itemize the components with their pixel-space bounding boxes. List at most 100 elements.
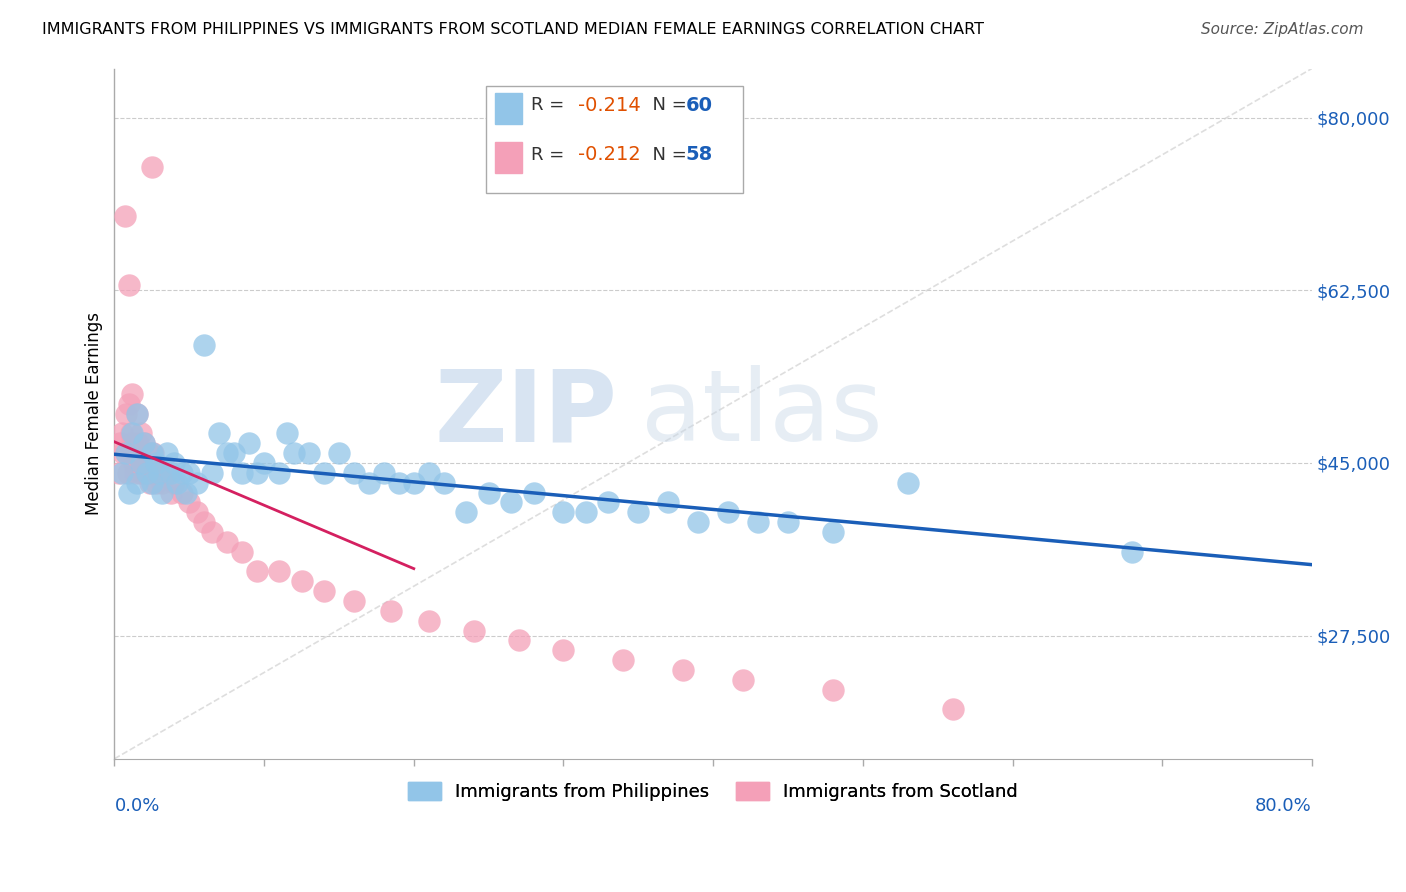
Point [215,534,238,549]
Point [267,565,290,579]
Point [776,515,799,529]
Point [121,387,143,401]
Point [821,524,844,539]
Point [118,446,141,460]
Point [388,475,411,490]
Point [598,495,620,509]
Point [108,466,131,480]
Point [111,426,134,441]
Point [145,456,167,470]
Text: N =: N = [641,96,693,114]
Point [179,495,201,509]
Point [132,466,155,480]
Text: Source: ZipAtlas.com: Source: ZipAtlas.com [1201,22,1364,37]
Point [553,505,575,519]
Point [499,495,522,509]
Point [201,524,224,539]
Point [380,604,402,618]
Point [231,466,253,480]
Point [179,466,201,480]
Point [125,407,148,421]
Point [135,456,157,470]
Point [224,446,246,460]
Point [253,456,276,470]
Point [402,475,425,490]
Point [627,505,650,519]
Point [141,475,163,490]
Point [112,446,135,460]
Point [373,466,395,480]
Point [328,446,350,460]
Bar [495,93,522,124]
Point [141,446,163,460]
Point [163,456,186,470]
Point [357,475,380,490]
Point [145,475,167,490]
Point [575,505,598,519]
Point [193,515,215,529]
Point [150,485,173,500]
Point [821,682,844,697]
Point [131,456,153,470]
Text: 60: 60 [686,95,713,114]
Point [118,278,141,293]
Point [553,643,575,657]
Point [118,397,141,411]
Point [170,485,193,500]
Point [688,515,710,529]
Point [186,475,208,490]
Point [283,446,305,460]
Point [312,584,335,599]
Point [141,466,163,480]
Text: atlas: atlas [641,365,883,462]
Point [298,446,321,460]
Text: -0.212: -0.212 [578,145,641,164]
Point [110,436,132,450]
Point [125,407,148,421]
Point [141,160,163,174]
Bar [495,143,522,173]
Point [942,702,965,716]
Text: 80.0%: 80.0% [1256,797,1312,814]
Point [122,456,145,470]
Point [156,446,179,460]
Text: 0.0%: 0.0% [114,797,160,814]
Point [276,426,298,441]
Point [733,673,755,687]
Legend: Immigrants from Philippines, Immigrants from Scotland: Immigrants from Philippines, Immigrants … [401,774,1025,808]
Point [131,426,153,441]
Point [672,663,695,677]
Point [193,337,215,351]
Point [897,475,920,490]
Point [115,407,138,421]
Point [121,436,143,450]
Point [170,466,193,480]
Point [657,495,679,509]
Point [143,466,166,480]
Point [127,436,149,450]
Point [174,485,197,500]
Point [717,505,740,519]
Point [150,475,173,490]
Point [114,210,136,224]
Point [463,624,485,638]
Y-axis label: Median Female Earnings: Median Female Earnings [86,312,103,516]
Point [508,633,530,648]
Point [343,594,366,608]
Point [134,436,156,450]
Point [747,515,769,529]
Text: IMMIGRANTS FROM PHILIPPINES VS IMMIGRANTS FROM SCOTLAND MEDIAN FEMALE EARNINGS C: IMMIGRANTS FROM PHILIPPINES VS IMMIGRANT… [42,22,984,37]
Text: N =: N = [641,145,693,164]
Text: R =: R = [531,145,571,164]
Point [148,466,170,480]
Point [136,466,159,480]
Point [208,426,231,441]
Point [111,466,134,480]
Point [128,466,150,480]
Point [246,466,269,480]
Point [201,466,224,480]
Point [125,446,148,460]
Point [238,436,260,450]
Point [456,505,478,519]
Text: 58: 58 [686,145,713,164]
